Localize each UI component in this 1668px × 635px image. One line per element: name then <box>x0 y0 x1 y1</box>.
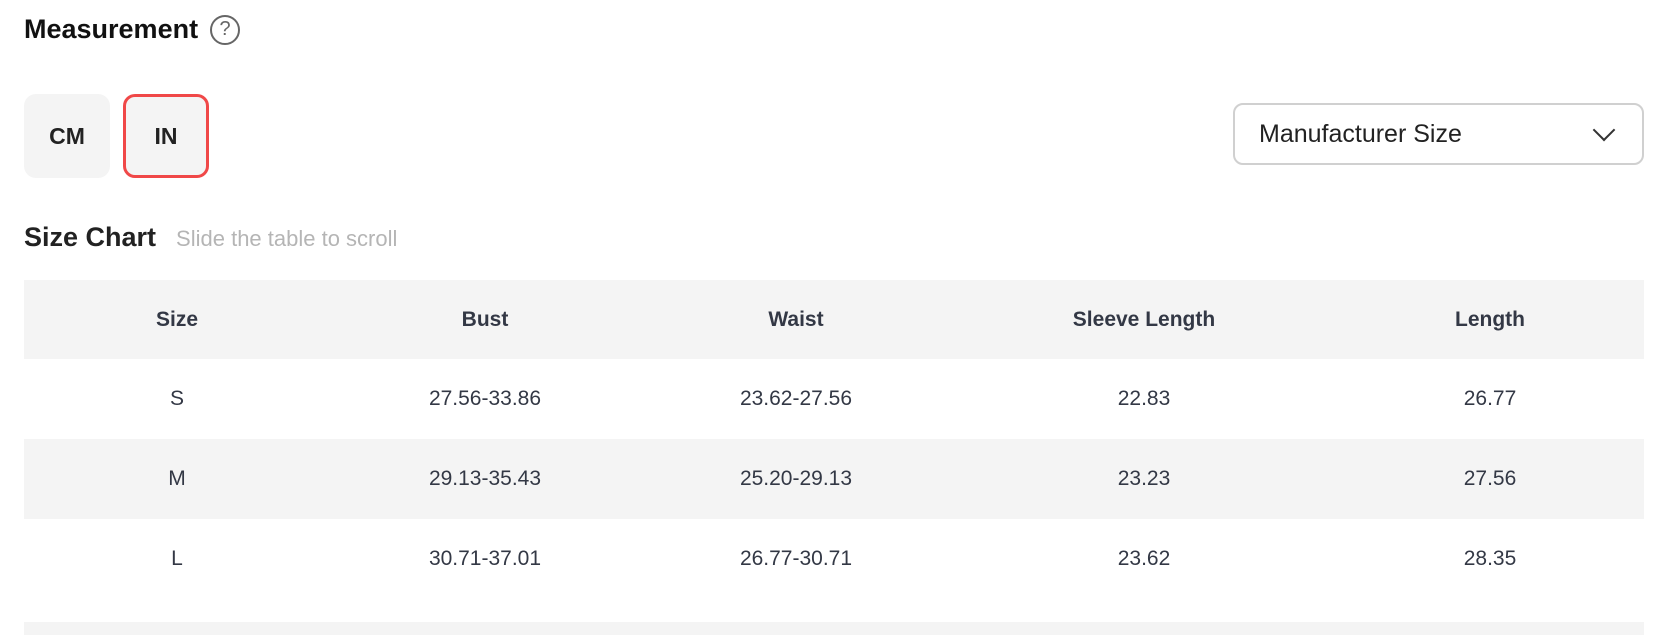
chevron-down-icon <box>1592 118 1616 142</box>
cell-bust: 27.56-33.86 <box>428 387 542 410</box>
cell-size: S <box>169 387 184 410</box>
size-type-value: Manufacturer Size <box>1259 119 1462 148</box>
scroll-hint: Slide the table to scroll <box>176 226 398 251</box>
header-size: Size <box>24 280 330 359</box>
cell-bust: 29.13-35.43 <box>330 439 640 519</box>
size-chart-title: Size Chart <box>24 222 157 252</box>
size-type-dropdown[interactable]: Manufacturer Size <box>1233 103 1644 165</box>
size-chart-heading: Size Chart Slide the table to scroll <box>24 222 397 253</box>
cell-length: 27.56 <box>1336 439 1644 519</box>
unit-cm-button[interactable]: CM <box>24 94 110 178</box>
header-sleeve-length: Sleeve Length <box>952 280 1336 359</box>
header-length: Length <box>1336 280 1644 359</box>
measurement-title: Measurement <box>24 14 199 44</box>
header-waist: Waist <box>640 280 952 359</box>
table-row: M 29.13-35.43 25.20-29.13 23.23 27.56 <box>24 439 1644 519</box>
cell-size: L <box>171 547 183 570</box>
cell-waist: 26.77-30.71 <box>739 547 853 570</box>
cell-bust: 30.71-37.01 <box>428 547 542 570</box>
unit-in-button[interactable]: IN <box>123 94 209 178</box>
cell-sleeve-length: 23.23 <box>952 439 1336 519</box>
table-row-partial <box>24 622 1644 635</box>
measurement-heading: Measurement ? <box>24 14 241 45</box>
table-row: S 27.56-33.86 23.62-27.56 22.83 26.77 <box>24 359 1644 439</box>
size-chart-table[interactable]: Size Bust Waist Sleeve Length Length S 2… <box>24 280 1644 599</box>
cell-length: 26.77 <box>1463 387 1517 410</box>
cell-sleeve-length: 23.62 <box>1117 547 1171 570</box>
cell-waist: 23.62-27.56 <box>739 387 853 410</box>
cell-sleeve-length: 22.83 <box>1117 387 1171 410</box>
help-icon[interactable]: ? <box>210 14 241 45</box>
header-bust: Bust <box>330 280 640 359</box>
cell-length: 28.35 <box>1463 547 1517 570</box>
table-header-row: Size Bust Waist Sleeve Length Length <box>24 280 1644 359</box>
cell-size: M <box>24 439 330 519</box>
table-row: L 30.71-37.01 26.77-30.71 23.62 28.35 <box>24 519 1644 599</box>
cell-waist: 25.20-29.13 <box>640 439 952 519</box>
